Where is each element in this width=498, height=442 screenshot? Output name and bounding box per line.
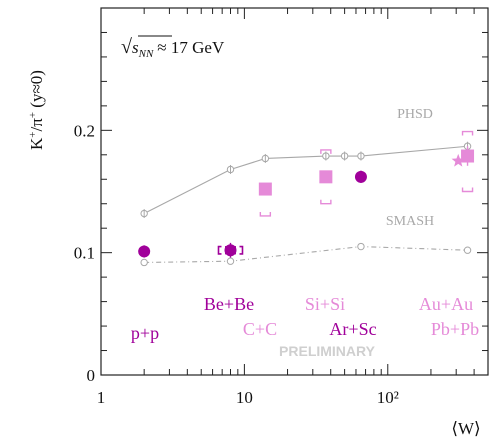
sys-high-bracket-si-si	[320, 149, 332, 154]
legend-pb-pb: Pb+Pb	[431, 319, 479, 339]
marker-ar-sc	[354, 170, 367, 183]
energy-value: ≈ 17 GeV	[157, 38, 225, 57]
marker-p-p	[138, 245, 151, 258]
x-axis-label: ⟨W⟩	[451, 419, 480, 438]
sys-low-bracket-pb-pb	[461, 187, 474, 193]
energy-sqrt-sign: √	[121, 36, 132, 58]
axis-tick-labels: 1 10 10² 0 0.1 0.2	[74, 121, 399, 407]
y-tick-label: 0.1	[74, 244, 95, 263]
energy-subscript: NN	[138, 48, 154, 60]
legend-be-be: Be+Be	[204, 294, 254, 314]
y-label-tail: (y≈0)	[27, 70, 46, 112]
legend-c-c: C+C	[243, 319, 277, 339]
marker-au-au	[451, 153, 465, 167]
model-marker-smash	[140, 258, 148, 267]
marker-be-be	[224, 244, 237, 257]
energy-symbol: s	[132, 38, 139, 57]
energy-annotation: √sNN ≈ 17 GeV	[121, 36, 225, 60]
legend-ar-sc: Ar+Sc	[329, 319, 376, 339]
model-marker-smash	[226, 257, 235, 265]
preliminary-watermark: PRELIMINARY	[279, 343, 376, 359]
model-label-phsd: PHSD	[397, 107, 433, 122]
y-label-sup1: +	[27, 131, 39, 137]
marker-c-c	[258, 182, 272, 196]
model-curve-smash	[144, 245, 468, 264]
data-points	[138, 130, 475, 258]
model-marker-smash	[357, 242, 365, 251]
sys-low-bracket-c-c	[259, 211, 272, 217]
marker-pb-pb	[461, 149, 475, 163]
y-label-pi: /π	[27, 118, 46, 132]
legend-p-p: p+p	[131, 323, 159, 343]
sys-low-bracket-si-si	[320, 199, 332, 205]
legend-au-au: Au+Au	[419, 294, 473, 314]
sys-bracket-be-be	[239, 245, 244, 255]
y-tick-label: 0	[87, 366, 96, 385]
marker-si-si	[319, 170, 333, 184]
y-label-k: K	[27, 137, 46, 150]
model-marker-smash	[463, 246, 472, 254]
y-label-sup2: +	[27, 112, 39, 118]
y-tick-label: 0.2	[74, 121, 95, 140]
model-label-smash: SMASH	[386, 214, 434, 229]
y-axis-label: K+/π+ (y≈0)	[27, 70, 46, 150]
model-curve-phsd	[143, 145, 468, 215]
x-tick-label: 10	[236, 388, 253, 407]
legend-si-si: Si+Si	[305, 294, 345, 314]
model-curves	[140, 141, 472, 267]
x-tick-label: 10²	[377, 388, 399, 407]
axis-ticks	[100, 7, 489, 376]
sys-bracket-be-be	[217, 245, 222, 255]
x-tick-label: 1	[97, 388, 106, 407]
sys-high-bracket-pb-pb	[461, 130, 474, 136]
plot-frame	[100, 7, 489, 376]
